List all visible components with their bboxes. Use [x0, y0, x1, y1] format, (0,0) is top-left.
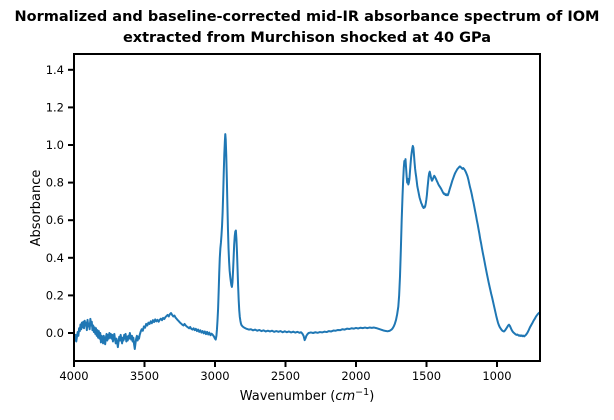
y-tick-label: 0.6 [46, 213, 64, 227]
x-tick-label: 2000 [341, 369, 370, 383]
y-tick-label: 0.4 [46, 251, 64, 265]
y-tick-label: 1.0 [46, 138, 64, 152]
y-tick-label: 1.2 [46, 100, 64, 114]
x-axis-label-prefix: Wavenumber ( [240, 389, 336, 404]
y-tick-label: 1.4 [46, 63, 64, 77]
spectrum-line [73, 133, 541, 350]
x-tick-label: 1000 [482, 369, 511, 383]
plot-area: 4000 3500 3000 2500 2000 1500 1000 0.0 0.2 0.4 0.6… [46, 63, 541, 383]
x-tick-label: 4000 [59, 369, 88, 383]
y-tick-label: 0.0 [46, 326, 64, 340]
x-axis-label-suffix: ) [369, 389, 374, 404]
y-tick-label: 0.2 [46, 288, 64, 302]
axes-frame [73, 53, 541, 362]
x-tick-label: 1500 [412, 369, 441, 383]
x-axis-label-exponent: −1 [355, 387, 369, 398]
x-tick-label: 2500 [271, 369, 300, 383]
chart-title-line1: Normalized and baseline-corrected mid-IR… [15, 9, 600, 25]
x-tick-label: 3500 [130, 369, 159, 383]
y-axis-label: Absorbance [29, 170, 44, 247]
chart-title-line2: extracted from Murchison shocked at 40 G… [123, 30, 491, 46]
y-tick-label: 0.8 [46, 176, 64, 190]
x-tick-label: 3000 [200, 369, 229, 383]
x-axis-label-unit: cm [335, 389, 355, 404]
x-axis-label: Wavenumber (cm−1) [240, 387, 375, 404]
